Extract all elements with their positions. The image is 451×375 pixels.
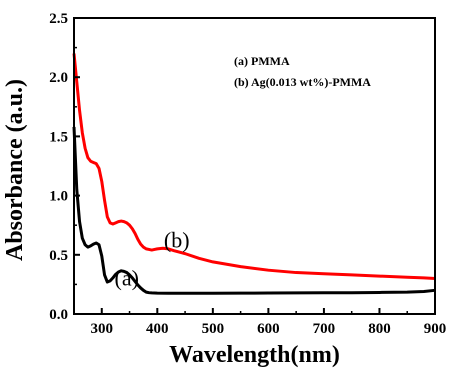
y-axis-label: Absorbance (a.u.) [2, 79, 28, 261]
y-tick-label: 0.0 [49, 307, 68, 323]
series-line-b [72, 53, 436, 280]
y-tick-label: 0.5 [49, 248, 68, 264]
y-tick-label: 2.0 [49, 70, 68, 86]
legend-entry-a: (a) PMMA [234, 54, 290, 68]
x-tick-label: 300 [91, 321, 114, 337]
x-tick-label: 500 [202, 321, 225, 337]
x-tick-label: 700 [313, 321, 336, 337]
y-tick-label: 1.5 [49, 129, 68, 145]
x-tick-label: 800 [368, 321, 391, 337]
series-line-a [72, 126, 436, 295]
series-group [72, 53, 436, 295]
y-tick-label: 1.0 [49, 189, 68, 205]
series-annotation-a: (a) [115, 265, 139, 290]
x-tick-label: 600 [257, 321, 280, 337]
y-tick-label: 2.5 [49, 11, 68, 27]
ticks-group: 300 400 500 600 700 800 900 0.0 0.5 1.0 1.5 2.0 2.5 [49, 11, 446, 337]
legend-entry-b: (b) Ag(0.013 wt%)-PMMA [234, 75, 371, 89]
series-annotation-b: (b) [164, 227, 190, 252]
x-axis-label: Wavelength(nm) [169, 342, 340, 368]
x-tick-label: 900 [424, 321, 447, 337]
x-tick-label: 400 [146, 321, 169, 337]
